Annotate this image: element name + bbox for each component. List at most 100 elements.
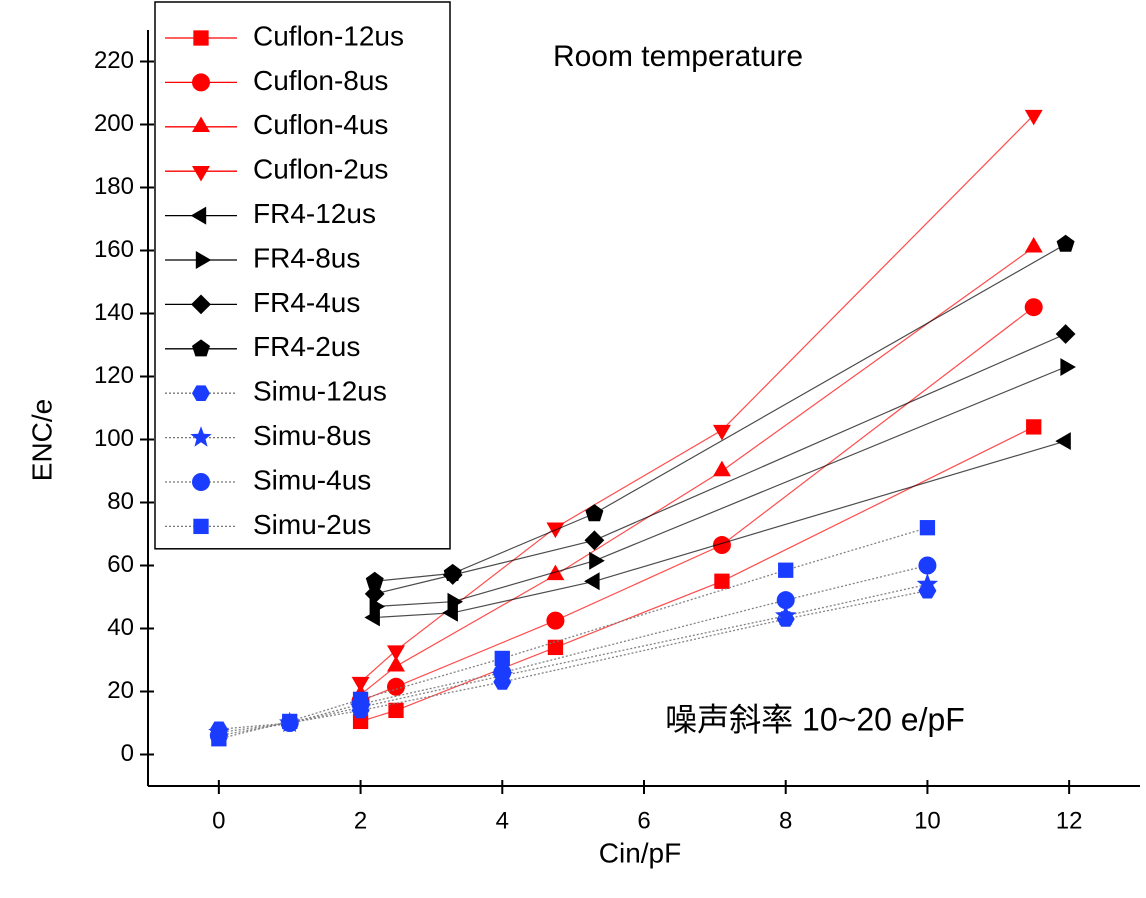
x-tick-label: 0 [212,807,225,834]
y-tick-label: 120 [94,362,134,389]
marker [282,713,298,730]
marker [1024,237,1043,253]
marker [190,426,212,447]
marker [493,663,512,682]
legend-label: Simu-8us [253,420,371,451]
marker [387,645,405,661]
y-tick-label: 60 [107,551,134,578]
marker [447,592,463,611]
marker [195,251,212,269]
legend-label: Simu-4us [253,464,371,495]
x-tick-label: 2 [354,807,367,834]
series [365,234,1075,589]
y-tick-label: 140 [94,299,134,326]
legend: Cuflon-12us Cuflon-8us Cuflon-4us Cuflon-2u… [154,1,451,550]
x-tick-label: 12 [1056,807,1083,834]
series-line [374,333,1066,595]
series-line [360,246,1035,696]
y-tick-label: 20 [107,677,134,704]
marker [919,520,936,536]
marker [387,655,405,672]
series-line [218,564,928,737]
series-line [374,366,1066,608]
legend-label: Cuflon-4us [253,109,388,140]
marker [364,608,380,627]
series-line [218,583,928,734]
marker [918,556,937,575]
x-tick-label: 8 [779,807,792,834]
marker [776,591,795,610]
y-tick-label: 220 [94,47,134,74]
legend-box [154,1,451,550]
marker [192,339,210,357]
marker [1026,419,1042,435]
marker [192,73,210,92]
series [351,237,1043,700]
marker [192,385,210,401]
marker [351,676,370,693]
marker [713,460,731,477]
marker [388,702,404,719]
marker [211,731,227,747]
series [351,298,1043,710]
legend-label: FR4-8us [253,242,360,273]
legend-label: FR4-12us [253,198,376,229]
series-line [374,440,1066,619]
marker [192,166,210,182]
y-tick-label: 160 [94,236,134,263]
marker [585,504,604,522]
marker [1060,358,1076,376]
x-axis-label: Cin/pF [599,837,681,868]
marker [589,551,605,570]
marker [584,530,605,551]
marker [1024,109,1043,126]
legend-label: Simu-2us [253,509,371,540]
annotation: 噪声斜率 10~20 e/pF [665,701,965,737]
marker [712,536,731,555]
marker [714,573,730,589]
marker [364,584,385,604]
y-tick-label: 180 [94,173,134,200]
marker [547,639,564,656]
marker [494,650,510,667]
series-line [360,306,1035,702]
marker [1055,432,1071,450]
series-line [374,243,1066,582]
marker [778,562,794,578]
marker [192,473,210,491]
marker [352,691,369,708]
series-line [218,527,928,740]
marker [546,611,565,630]
marker [584,572,600,591]
marker [443,563,462,581]
series [211,520,936,747]
marker [387,677,405,696]
marker [1056,234,1075,252]
series [364,432,1071,627]
marker [1055,324,1076,344]
legend-label: Cuflon-12us [253,20,404,51]
series [351,109,1043,693]
y-axis-label: ENC/e [26,399,57,481]
marker [193,518,209,535]
x-tick-label: 4 [496,807,509,834]
annotation: Room temperature [553,40,803,73]
marker [442,603,458,622]
legend-label: FR4-2us [253,331,360,362]
x-tick-label: 10 [914,807,941,834]
y-tick-label: 100 [94,425,134,452]
marker [191,294,211,315]
marker [193,30,209,46]
marker [713,424,731,441]
y-tick-label: 80 [107,488,134,515]
marker [192,116,210,132]
legend-label: Cuflon-2us [253,154,388,185]
marker [775,604,797,625]
marker [1024,298,1043,317]
legend-label: FR4-4us [253,287,360,318]
legend-label: Cuflon-8us [253,65,388,96]
legend-label: Simu-12us [253,376,387,407]
y-tick-label: 200 [94,110,134,137]
y-tick-label: 0 [121,740,134,767]
